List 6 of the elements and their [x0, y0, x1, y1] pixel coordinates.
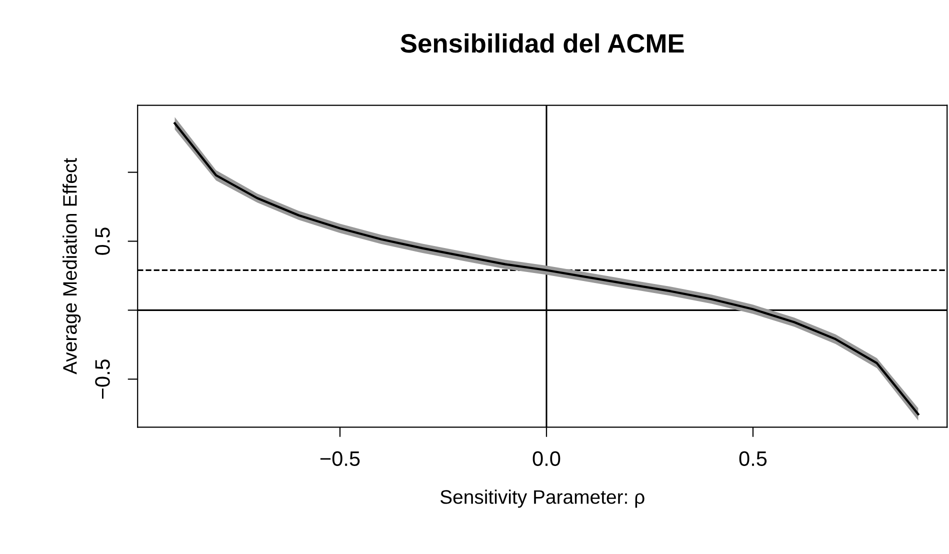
x-tick-label: 0.5	[739, 451, 767, 466]
x-tick-label: −0.5	[320, 451, 360, 466]
chart-title: Sensibilidad del ACME	[400, 33, 684, 53]
y-axis-title: Average Mediation Effect	[62, 158, 81, 374]
x-tick-label: 0.0	[532, 451, 560, 466]
x-axis-title: Sensitivity Parameter: ρ	[440, 490, 644, 508]
